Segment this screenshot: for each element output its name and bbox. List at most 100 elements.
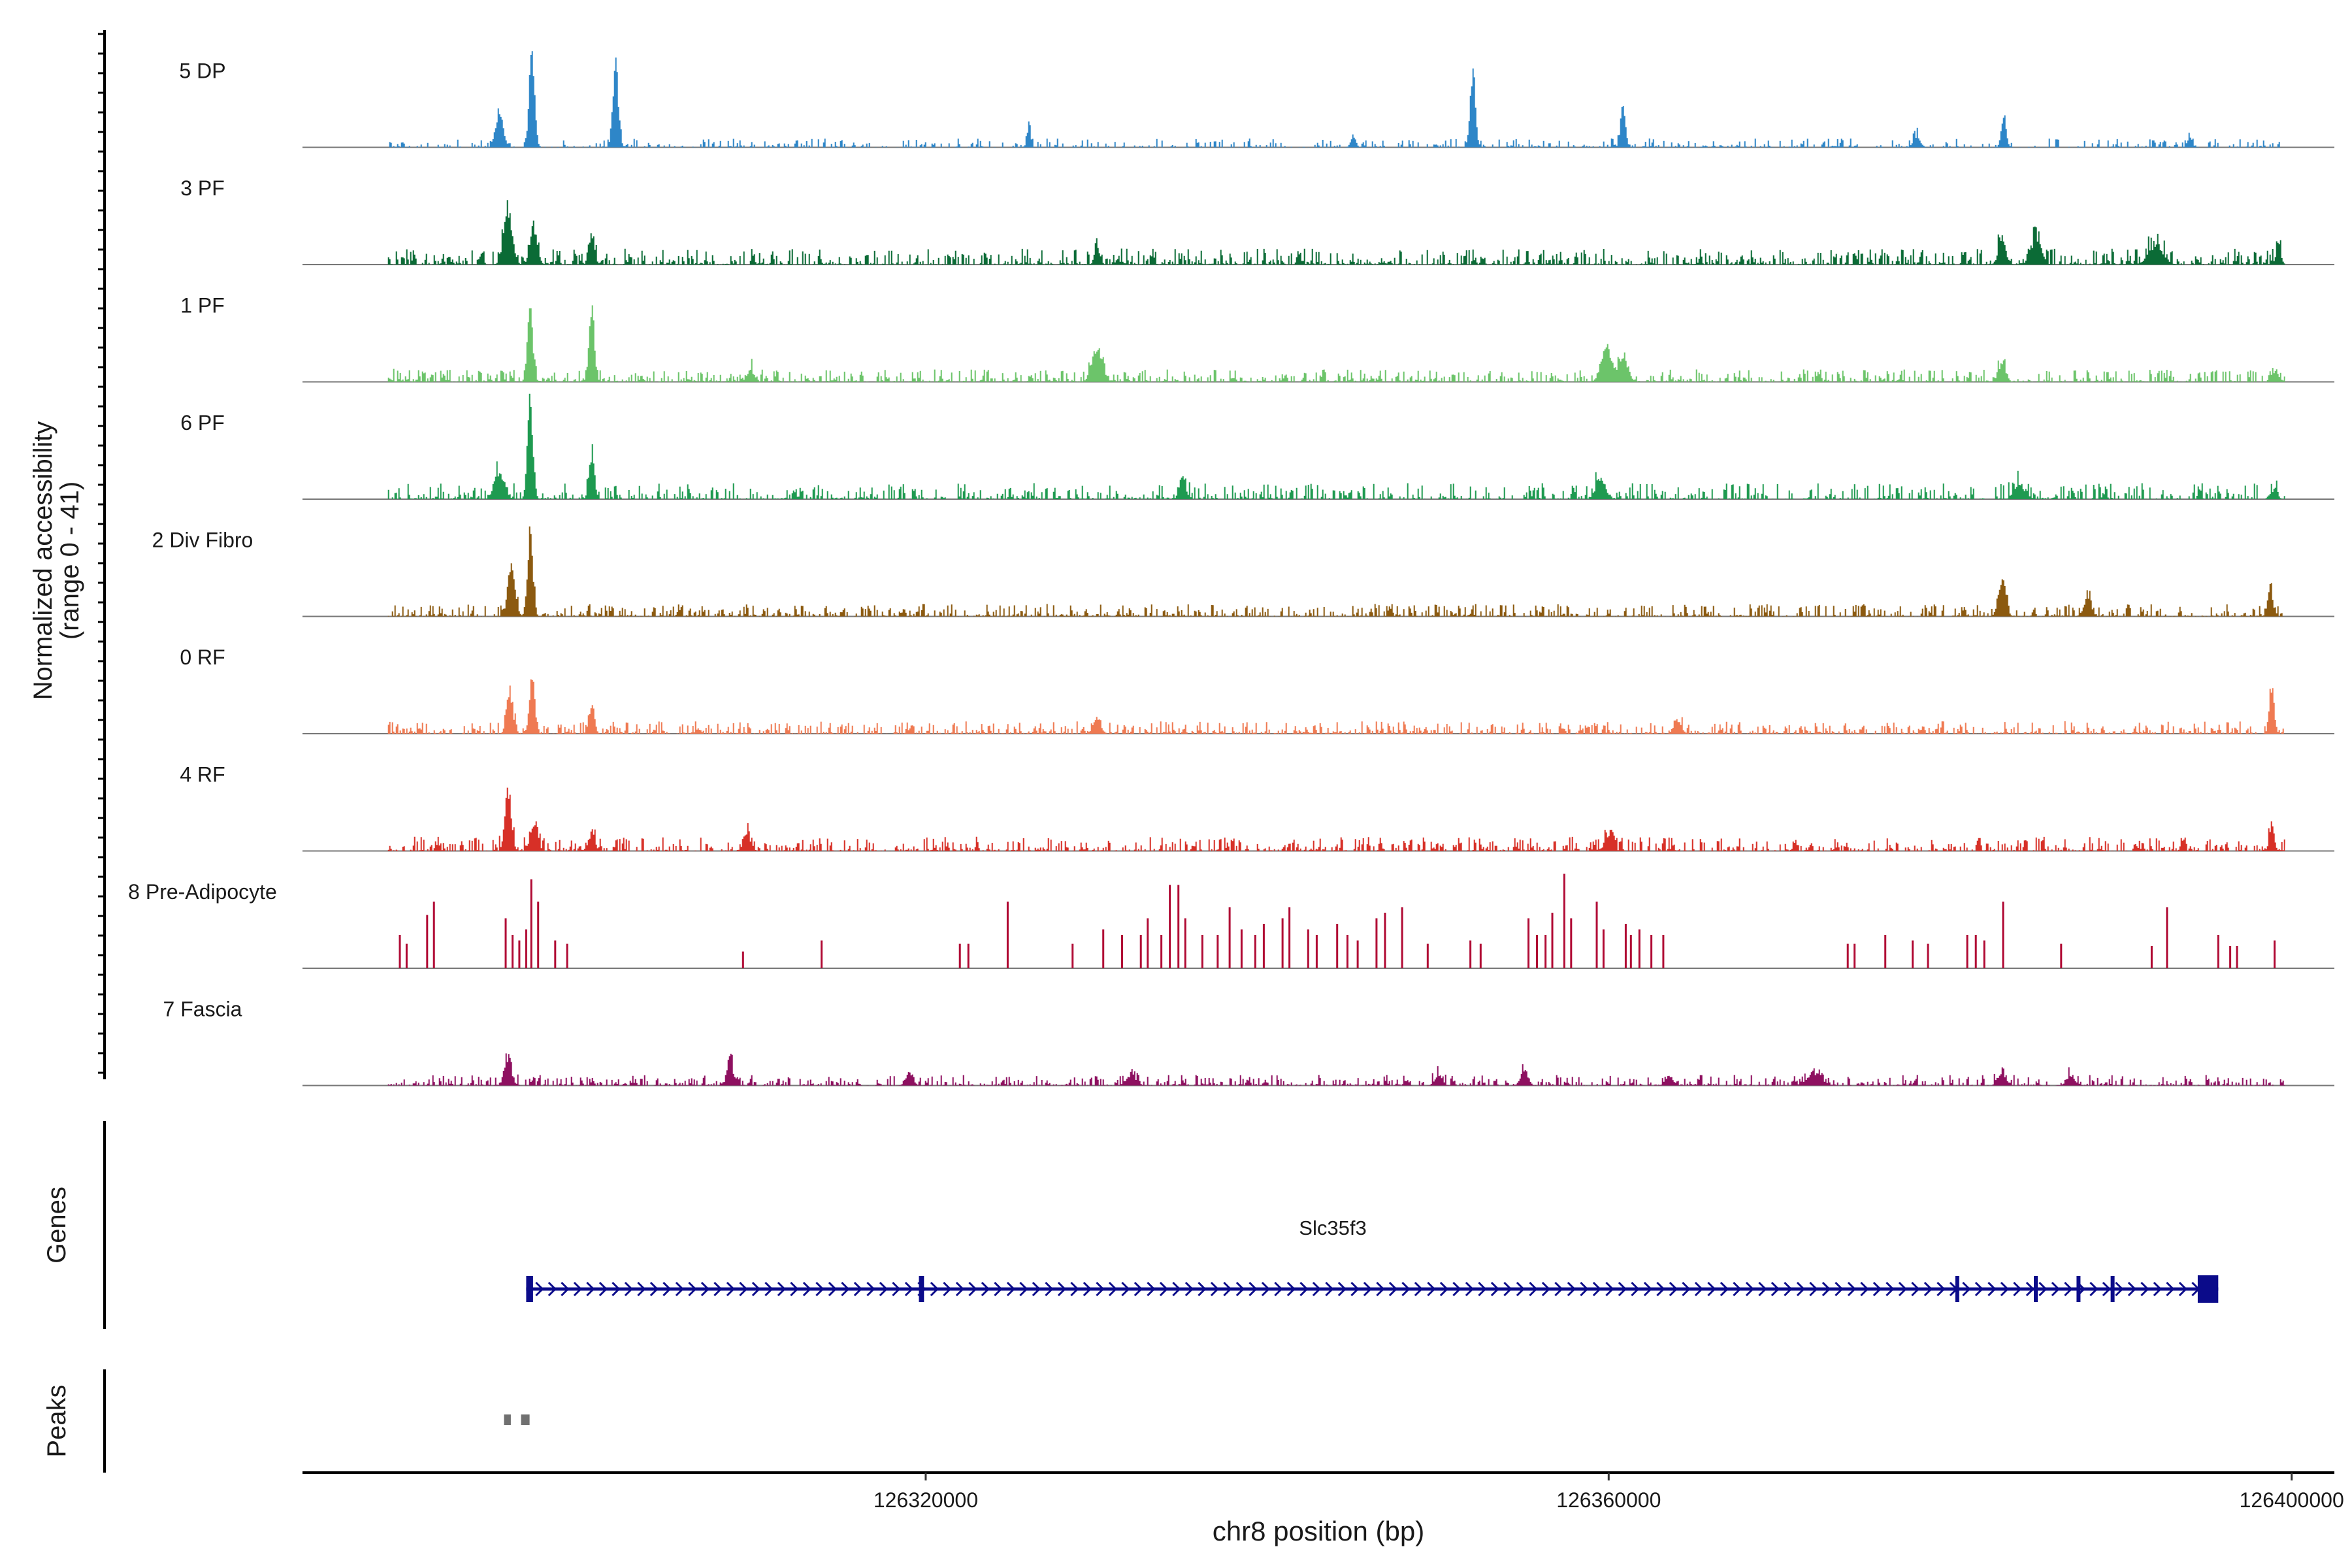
coverage-area [387,679,2285,734]
strand-chevron [1414,1281,1423,1297]
strand-chevron [892,1281,901,1297]
strand-chevron [688,1281,697,1297]
strand-chevron [2178,1281,2187,1297]
coverage-spike [2150,946,2153,968]
strand-chevron [1235,1281,1245,1297]
strand-chevron [1070,1281,1079,1297]
strand-chevron [943,1281,952,1297]
strand-chevron [662,1281,672,1297]
coverage-spike [2229,946,2232,968]
exon [526,1276,533,1302]
strand-chevron [1019,1281,1028,1297]
coverage-spike [1650,935,1653,968]
strand-chevron [1682,1281,1691,1297]
coverage-spike [1254,935,1256,968]
coverage-spike [1228,907,1231,968]
coverage-spike [2236,946,2238,968]
strand-chevron [675,1281,684,1297]
coverage-spike [1384,913,1386,968]
coverage-spike [1307,929,1309,968]
x-axis-ticks: 126320000 126360000 126400000 [874,1473,2344,1512]
coverage-spike [530,879,532,968]
strand-chevron [2064,1281,2073,1297]
track-7-fascia: 7 Fascia [163,998,2334,1086]
y-axis-title-line2: (range 0 - 41) [56,482,84,640]
strand-chevron [1045,1281,1054,1297]
coverage-spike [958,943,961,968]
strand-chevron [1503,1281,1512,1297]
track-label: 3 PF [180,176,225,200]
strand-chevron [790,1281,799,1297]
strand-chevron [930,1281,939,1297]
coverage-spike [1602,929,1605,968]
strand-chevron [1771,1281,1780,1297]
exon [2034,1276,2038,1302]
gene-model [526,1275,2219,1303]
strand-chevron [1388,1281,1397,1297]
coverage-spike [1177,885,1180,968]
strand-chevron [1172,1281,1181,1297]
coverage-spike [1974,935,1977,968]
strand-chevron [1872,1281,1882,1297]
track-0-rf: 0 RF [180,645,2334,734]
coverage-spike [518,940,521,968]
coverage-spike [1479,943,1482,968]
strand-chevron [1974,1281,1984,1297]
y-axis-title-line1: Normalized accessibility [29,421,57,700]
strand-chevron [1554,1281,1563,1297]
strand-chevron [802,1281,811,1297]
strand-chevron [1758,1281,1767,1297]
strand-chevron [1809,1281,1818,1297]
strand-chevron [2153,1281,2162,1297]
strand-chevron [1707,1281,1716,1297]
strand-chevron [547,1281,557,1297]
coverage-area [387,1053,2285,1086]
track-label: 6 PF [180,411,225,434]
x-tick-label: 126320000 [874,1488,978,1512]
coverage-spike [1356,940,1359,968]
coverage-spike [1262,924,1265,968]
coverage-spike [2060,943,2063,968]
strand-chevron [1656,1281,1665,1297]
genes-panel-label: Genes [42,1186,71,1264]
strand-chevron [1835,1281,1844,1297]
strand-chevron [1898,1281,1907,1297]
strand-chevron [598,1281,608,1297]
strand-chevron [1847,1281,1856,1297]
strand-chevron [612,1281,621,1297]
strand-chevron [1427,1281,1436,1297]
strand-chevron [968,1281,977,1297]
strand-chevron [649,1281,659,1297]
strand-chevron [1312,1281,1321,1297]
coverage-spike [1240,929,1243,968]
coverage-spike [1563,874,1565,968]
strand-chevron [1465,1281,1474,1297]
strand-chevron [535,1281,544,1297]
coverage-spike [1544,935,1547,968]
strand-chevron [1325,1281,1334,1297]
track-8-pre-adipocyte: 8 Pre-Adipocyte [128,874,2334,969]
strand-chevron [2038,1281,2048,1297]
strand-chevron [586,1281,595,1297]
coverage-spike [1184,918,1186,968]
strand-chevron [1784,1281,1793,1297]
strand-chevron [1261,1281,1270,1297]
coverage-spike [1160,935,1163,968]
strand-chevron [739,1281,748,1297]
strand-chevron [955,1281,964,1297]
strand-chevron [853,1281,862,1297]
strand-chevron [1210,1281,1219,1297]
coverage-spike [1527,918,1529,968]
coverage-spike [1638,929,1641,968]
strand-chevron [1083,1281,1092,1297]
coverage-spike [1426,943,1429,968]
strand-chevron [1159,1281,1168,1297]
coverage-spike [1281,918,1284,968]
strand-chevron [1274,1281,1283,1297]
track-1-pf: 1 PF [180,294,2334,383]
track-3-pf: 3 PF [180,176,2334,265]
strand-chevron [1796,1281,1805,1297]
coverage-spike [566,943,568,968]
strand-chevron [866,1281,875,1297]
strand-chevron [994,1281,1003,1297]
